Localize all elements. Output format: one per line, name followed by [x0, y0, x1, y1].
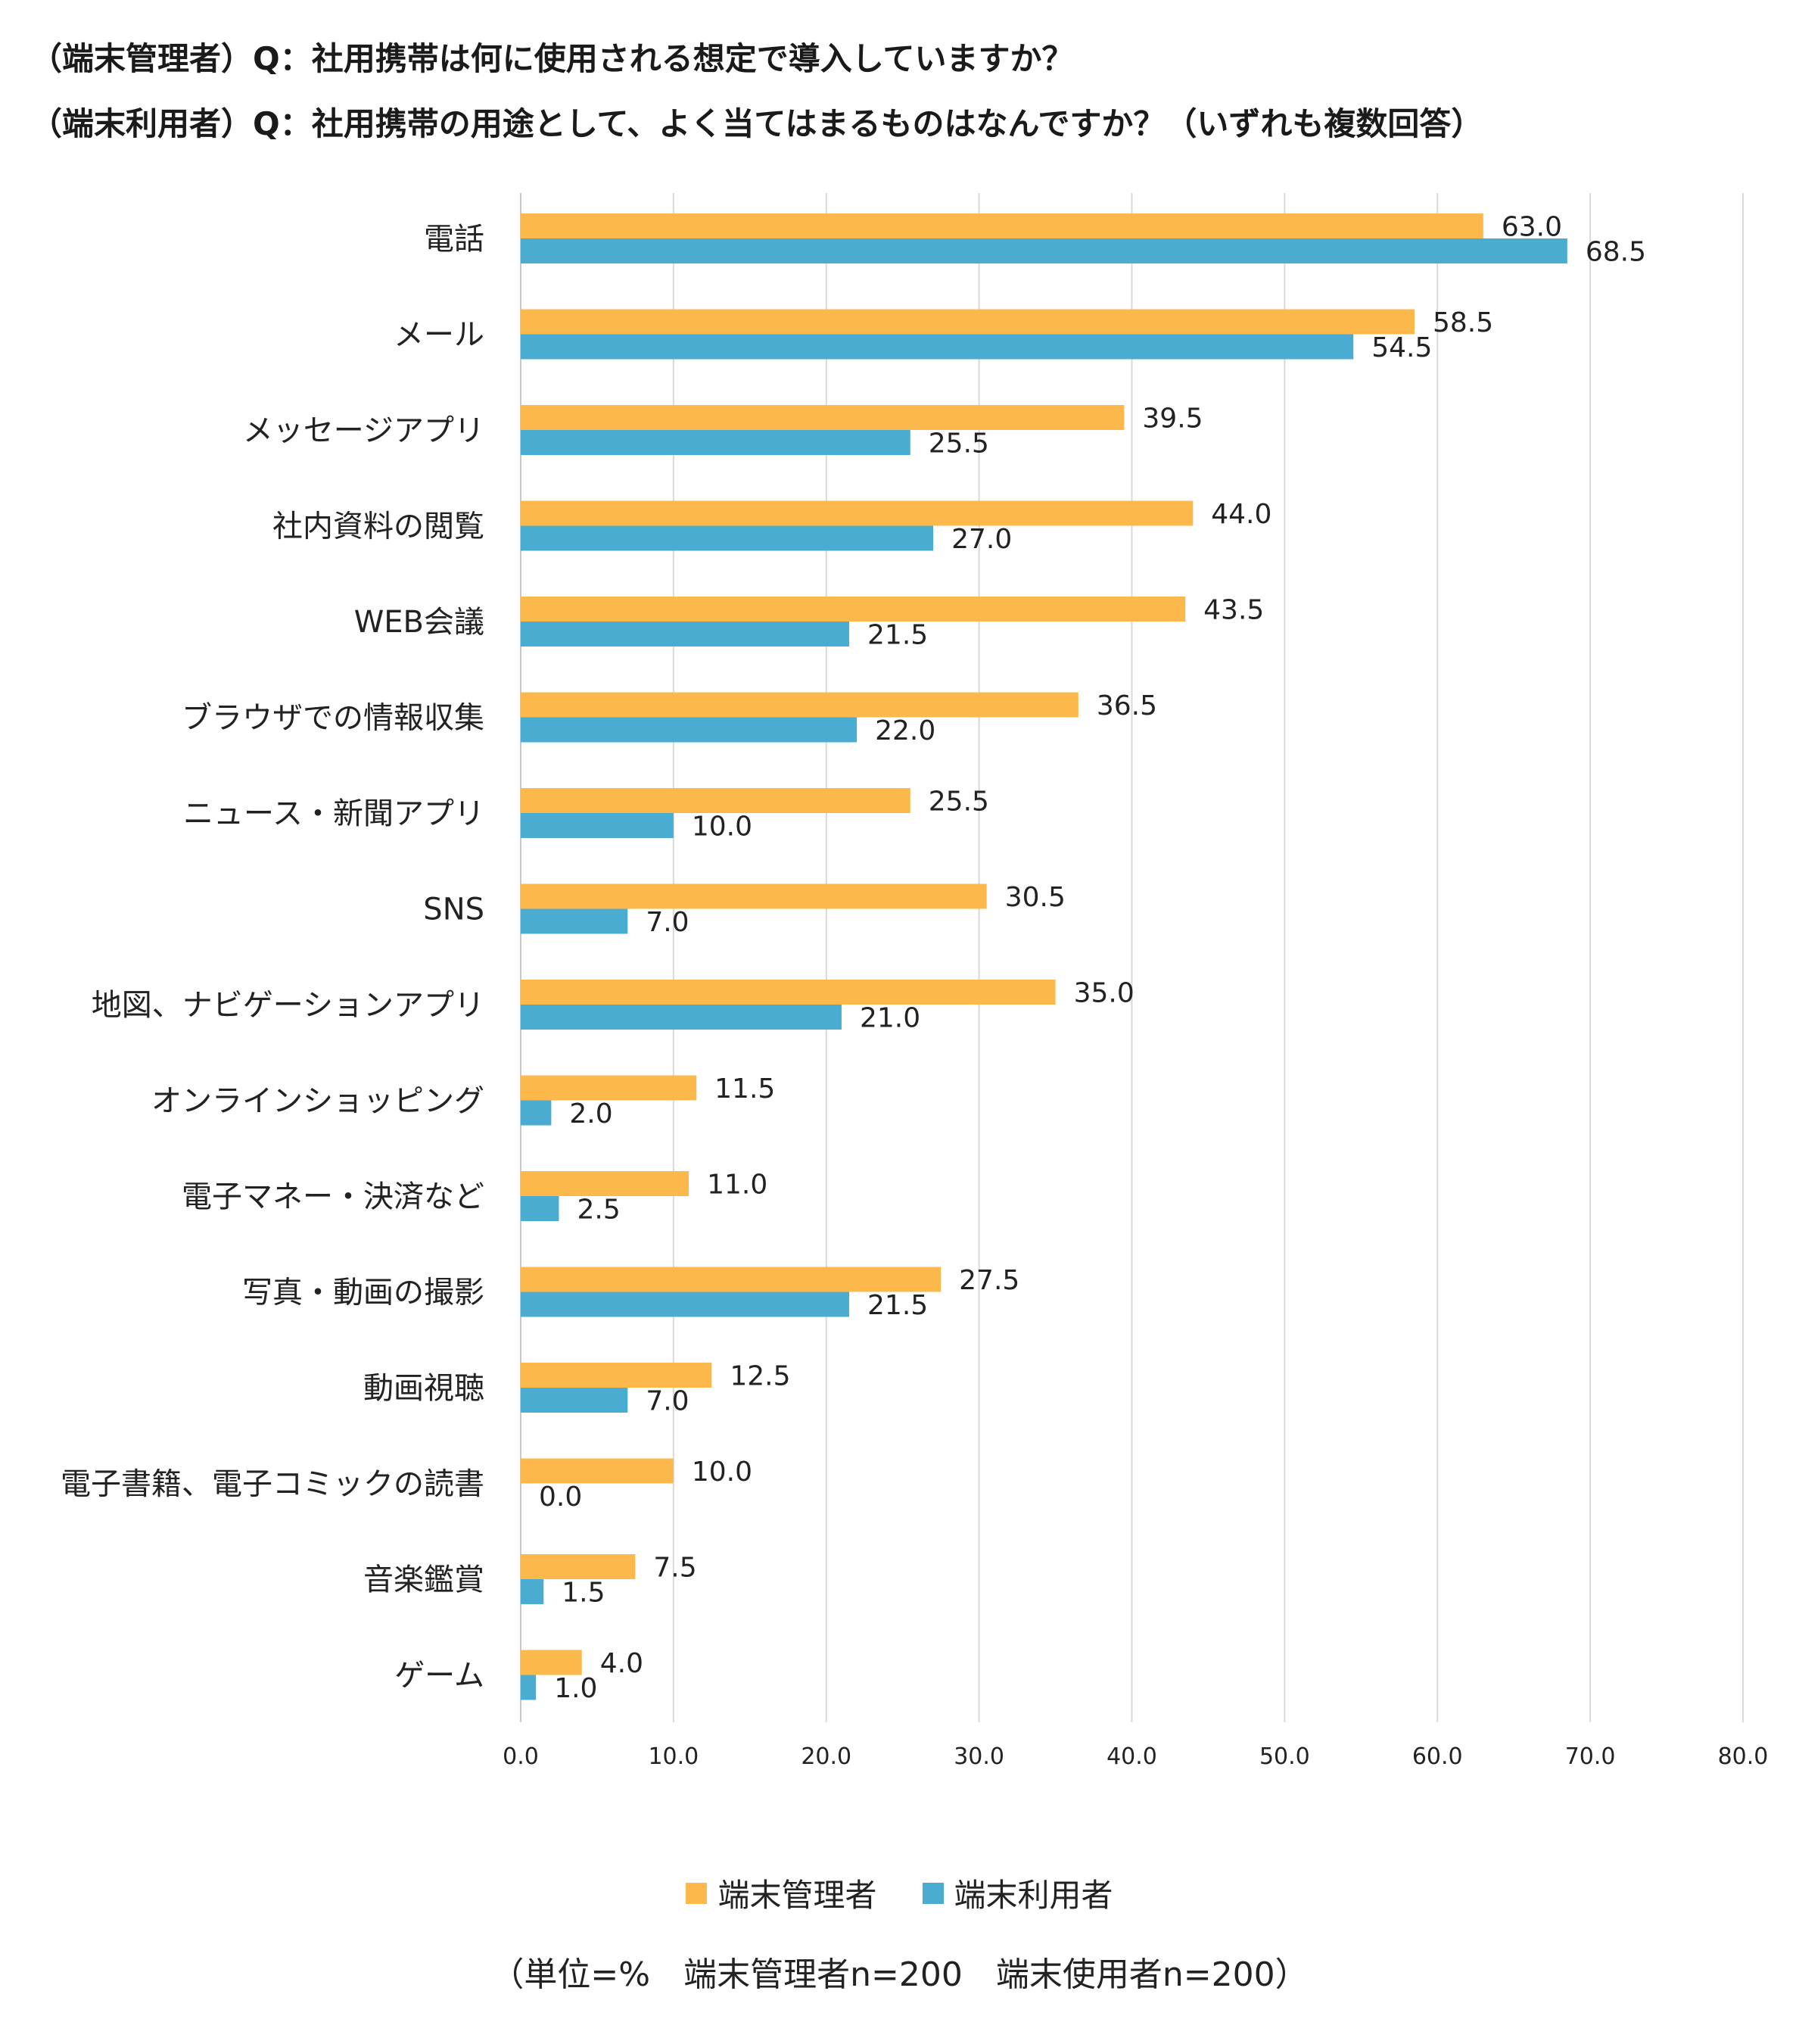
legend-label-user: 端末利用者: [954, 1877, 1113, 1914]
category-label: ゲーム: [394, 1659, 484, 1693]
category-label: 電子書籍、電子コミックの読書: [61, 1467, 484, 1502]
category-label: 電子マネー・決済など: [182, 1179, 484, 1214]
bar-user: [521, 908, 628, 934]
x-tick-label: 70.0: [1565, 1743, 1616, 1770]
category-label: 動画視聴: [363, 1371, 484, 1406]
value-label-user: 21.0: [860, 1003, 920, 1034]
category-label: WEB会議: [354, 605, 484, 640]
category-label: 社内資料の閲覧: [272, 509, 484, 544]
x-tick-label: 50.0: [1259, 1743, 1310, 1770]
value-label-admin: 36.5: [1097, 690, 1157, 721]
bar-admin: [521, 1267, 942, 1292]
category-label: 写真・動画の撮影: [242, 1276, 484, 1310]
bar-admin: [521, 1363, 712, 1388]
bar-user: [521, 430, 910, 455]
legend-swatch-admin: [686, 1882, 708, 1904]
category-label: ニュース・新聞アプリ: [183, 796, 484, 831]
value-label-user: 27.0: [951, 524, 1012, 555]
value-label-admin: 11.5: [714, 1073, 775, 1105]
x-tick-label: 60.0: [1412, 1743, 1463, 1770]
bar-user: [521, 1388, 628, 1413]
value-label-admin: 63.0: [1502, 212, 1562, 243]
bar-admin: [521, 1458, 674, 1484]
bar-admin: [521, 405, 1125, 430]
bar-user: [521, 238, 1567, 263]
value-label-user: 2.5: [577, 1195, 620, 1226]
value-label-admin: 4.0: [600, 1648, 643, 1679]
value-label-user: 21.5: [867, 1290, 928, 1321]
value-label-admin: 58.5: [1433, 307, 1493, 338]
category-label: ブラウザでの情報収集: [182, 701, 484, 736]
bar-user: [521, 813, 674, 838]
bar-admin: [521, 883, 987, 909]
bar-admin: [521, 980, 1056, 1005]
category-label: SNS: [423, 893, 484, 927]
legend: 端末管理者 端末利用者: [0, 1870, 1799, 1916]
bar-admin: [521, 788, 910, 813]
value-label-user: 10.0: [692, 812, 752, 843]
x-tick-label: 10.0: [648, 1743, 699, 1770]
bar-admin: [521, 213, 1483, 238]
value-label-admin: 25.5: [929, 787, 989, 818]
bar-admin: [521, 1171, 689, 1196]
bar-user: [521, 334, 1354, 360]
x-tick-label: 30.0: [954, 1743, 1004, 1770]
value-label-admin: 39.5: [1142, 404, 1203, 435]
value-label-admin: 27.5: [959, 1265, 1019, 1296]
value-label-user: 68.5: [1586, 237, 1646, 268]
value-label-user: 21.5: [867, 620, 928, 651]
value-label-admin: 30.5: [1005, 882, 1066, 913]
category-label: メール: [394, 318, 484, 353]
bar-user: [521, 525, 934, 551]
value-label-user: 1.5: [562, 1578, 605, 1609]
bar-chart: 0.0 10.0 20.0 30.0 40.0 50.0 60.0 70.0 80.0 電話 63.…: [61, 193, 1769, 1770]
category-label: 地図、ナビゲーションアプリ: [92, 988, 484, 1023]
category-label: 電話: [424, 222, 484, 257]
value-label-admin: 44.0: [1211, 499, 1271, 530]
bar-admin: [521, 1075, 697, 1101]
category-label: 音楽鑑賞: [363, 1563, 484, 1597]
bar-user: [521, 1005, 842, 1030]
value-label-user: 54.5: [1371, 332, 1432, 363]
chart-title-line-1: （端末管理者）Q：社用携帯は何に使用される想定で導入していますか？: [30, 40, 1074, 77]
bar-admin: [521, 500, 1194, 526]
x-tick-label: 0.0: [503, 1743, 539, 1770]
bar-user: [521, 622, 850, 647]
value-label-user: 7.0: [646, 1386, 689, 1417]
bar-user: [521, 1579, 544, 1604]
legend-item-user: 端末利用者: [922, 1870, 1113, 1916]
x-tick-label: 40.0: [1106, 1743, 1157, 1770]
value-label-admin: 12.5: [730, 1361, 790, 1392]
bar-user: [521, 1196, 559, 1221]
x-tick-label: 20.0: [801, 1743, 851, 1770]
chart-title-line-2: （端末利用者）Q：社用携帯の用途として、よく当てはまるものはなんですか？（いずれ…: [30, 105, 1483, 142]
value-label-admin: 10.0: [692, 1457, 752, 1488]
bar-admin: [521, 597, 1186, 622]
category-label: オンラインショッピング: [151, 1084, 484, 1119]
bar-user: [521, 1675, 537, 1700]
value-label-user: 25.5: [929, 428, 989, 460]
bar-admin: [521, 692, 1078, 718]
value-label-user: 0.0: [539, 1482, 582, 1513]
value-label-admin: 43.5: [1203, 595, 1264, 626]
bar-admin: [521, 1650, 582, 1675]
value-label-admin: 7.5: [653, 1553, 696, 1584]
bar-user: [521, 1292, 850, 1317]
value-label-user: 22.0: [875, 715, 935, 746]
category-label: メッセージアプリ: [243, 413, 484, 448]
value-label-user: 7.0: [646, 907, 689, 938]
bar-user: [521, 1100, 552, 1126]
value-label-admin: 35.0: [1074, 978, 1134, 1009]
bar-user: [521, 717, 857, 743]
value-label-user: 1.0: [554, 1673, 597, 1704]
sample-size-note: （単位=% 端末管理者n=200 端末使用者n=200）: [490, 1955, 1309, 1994]
bar-admin: [521, 309, 1415, 335]
x-tick-label: 80.0: [1718, 1743, 1769, 1770]
legend-item-admin: 端末管理者: [686, 1870, 877, 1916]
value-label-admin: 11.0: [707, 1170, 767, 1201]
bar-admin: [521, 1554, 636, 1579]
legend-label-admin: 端末管理者: [717, 1877, 877, 1914]
legend-swatch-user: [922, 1882, 944, 1904]
value-label-user: 2.0: [569, 1098, 612, 1129]
